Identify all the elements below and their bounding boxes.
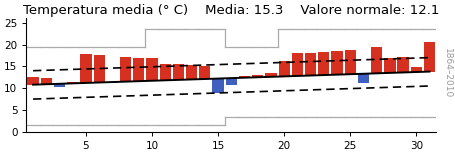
Bar [67,82,78,83]
Bar [411,67,422,72]
Bar [384,58,395,73]
Bar [27,77,39,85]
Bar [292,53,303,76]
Bar [54,84,65,87]
Bar [160,64,171,80]
Bar [344,50,356,74]
Bar [226,78,237,85]
Bar [318,52,329,75]
Bar [173,64,184,80]
Title: Temperatura media (° C)    Media: 15.3    Valore normale: 12.1: Temperatura media (° C) Media: 15.3 Valo… [23,4,440,17]
Bar [80,54,91,83]
Bar [107,82,118,83]
Bar [278,61,290,76]
Bar [358,74,369,83]
Bar [371,47,382,73]
Bar [186,65,197,79]
Bar [305,53,316,75]
Bar [424,42,435,72]
Bar [40,78,52,84]
Bar [265,73,277,77]
Text: 1864–2010: 1864–2010 [443,48,452,98]
Bar [94,55,105,82]
Bar [212,79,224,93]
Bar [239,76,250,78]
Bar [331,51,343,75]
Bar [252,75,263,77]
Bar [199,66,211,79]
Bar [133,58,144,81]
Bar [120,57,131,82]
Bar [398,57,409,72]
Bar [147,58,157,81]
